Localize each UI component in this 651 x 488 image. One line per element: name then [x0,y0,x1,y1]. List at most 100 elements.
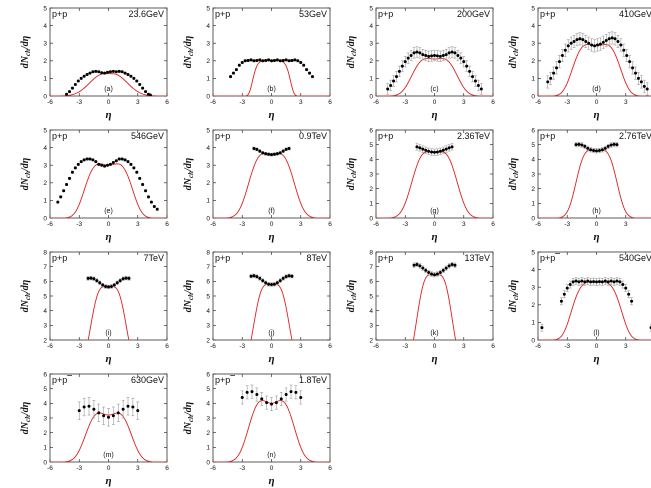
data-point [609,143,613,147]
y-tick-label: 4 [43,145,47,152]
x-tick-label: -6 [535,221,541,228]
data-point [572,39,576,43]
plot-frame [537,129,651,219]
y-tick-label: 3 [43,41,47,48]
y-tick-label: 4 [369,308,373,315]
y-tick-label: 1 [43,76,47,83]
x-tick-label: -6 [210,221,216,228]
data-point [308,71,312,75]
data-point [79,76,83,80]
x-tick-label: 6 [491,343,495,350]
data-point [562,292,566,296]
panel-k: -6 -3 0 3 6 2 3 4 5 6 7 8 p+p 13TeV (k) η dNch/dη [346,249,495,365]
data-point [409,54,413,58]
y-tick-label: 4 [531,267,535,274]
data-point [438,271,442,275]
y-axis-label: dNch/dη [346,35,358,68]
y-tick-label: 1 [531,201,535,208]
data-point [97,162,101,166]
energy-label: 23.6GeV [128,9,164,19]
x-tick-label: 0 [433,99,437,106]
data-point [453,51,457,55]
data-point [468,69,472,73]
x-tick-label: -3 [402,221,408,228]
y-tick-label: 2 [206,58,210,65]
y-tick-label: 4 [43,401,47,408]
plot-frame [49,7,168,97]
data-point [70,86,74,90]
data-point [415,145,419,149]
x-axis-label: η [268,475,274,487]
data-point [126,160,130,164]
data-point [70,170,74,174]
data-point [258,58,262,62]
data-point [94,69,98,73]
data-point [604,39,608,43]
data-point [264,281,268,285]
data-point [103,71,107,75]
data-point [441,148,445,152]
y-axis-label: dNch/dη [508,157,520,190]
panel-n: -6 -3 0 3 6 0 1 2 3 4 5 6 p+p 1.8TeV (n) η dNch/dη [183,371,332,487]
x-tick-label: -3 [402,99,408,106]
x-tick-label: 3 [462,343,466,350]
x-axis-label: η [431,109,437,121]
data-point [444,147,448,151]
data-point [108,162,112,166]
panel-j: -6 -3 0 3 6 2 3 4 5 6 7 8 p+p 8TeV (j) η dNch/dη [183,249,332,365]
y-tick-label: 5 [43,293,47,300]
data-point [613,37,617,41]
y-tick-label: 2 [43,180,47,187]
data-point [456,54,460,58]
data-point [628,60,632,64]
data-point [615,143,619,147]
data-point [294,390,298,394]
x-tick-label: -6 [210,465,216,472]
y-axis-label: dNch/dη [508,279,520,312]
data-point [299,395,303,399]
system-label: p+p [378,131,393,141]
data-point [586,146,590,150]
x-axis-label: η [431,353,437,365]
data-point [73,83,77,87]
data-point [82,158,86,162]
x-tick-label: 0 [270,99,274,106]
data-point [97,411,101,415]
x-tick-label: 6 [165,99,169,106]
x-tick-label: 0 [595,99,599,106]
data-point [108,70,112,74]
data-point [270,153,273,157]
data-point [97,70,101,74]
y-tick-label: 1 [206,198,210,205]
data-point [68,90,71,94]
data-point [91,158,95,162]
data-point [575,38,579,42]
data-point [296,59,300,63]
y-tick-label: 1 [369,76,373,83]
data-point [577,280,581,284]
y-tick-label: 1 [369,201,373,208]
y-axis-label: dNch/dη [20,401,32,434]
data-point [123,158,127,162]
data-point [240,395,244,399]
y-tick-label: 3 [206,163,210,170]
energy-label: 200GeV [457,9,490,19]
data-point [427,54,431,58]
y-tick-label: 4 [206,308,210,315]
y-tick-label: 3 [206,415,210,422]
data-point [552,71,556,75]
x-tick-label: 3 [299,99,303,106]
x-tick-label: 3 [136,343,140,350]
data-point [77,409,81,413]
data-point [149,200,153,204]
x-tick-label: 3 [299,221,303,228]
plot-frame [212,373,331,463]
data-point [441,54,445,58]
data-point [231,71,235,75]
data-point [111,414,115,418]
x-tick-label: -6 [373,343,379,350]
data-point [261,151,265,155]
data-point [289,390,293,394]
panel-letter: (c) [430,86,438,93]
data-point [118,279,122,283]
